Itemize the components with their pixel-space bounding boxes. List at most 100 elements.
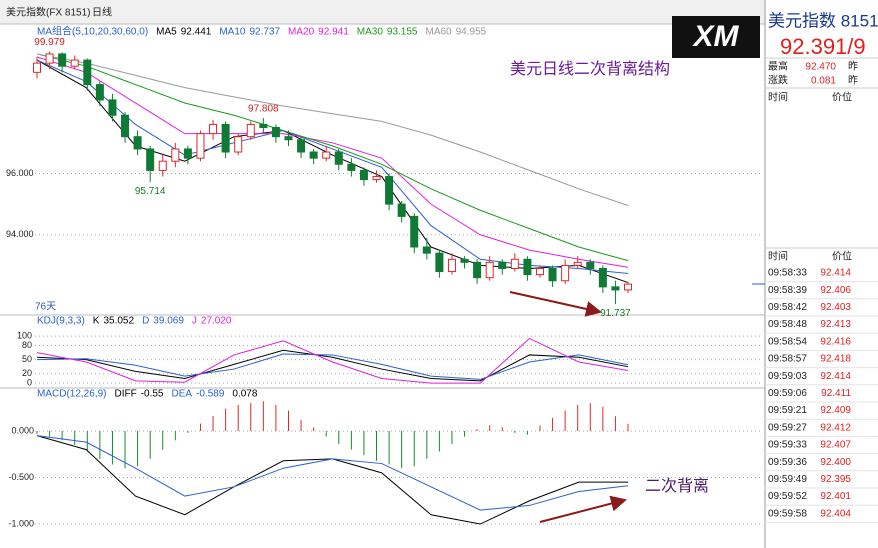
y-tick-label: 94.000: [6, 229, 34, 239]
indicator-line: [36, 353, 629, 380]
candle-body: [435, 252, 444, 273]
y-tick-label: 80: [22, 340, 32, 350]
tick-price: 92.401: [820, 491, 851, 502]
y-tick-label: 0.000: [11, 425, 34, 435]
tick-time: 09:59:03: [768, 371, 807, 382]
candle-body: [586, 261, 595, 269]
candle-body: [58, 53, 67, 67]
tick-time: 09:59:21: [768, 405, 807, 416]
tick-time: 09:59:58: [768, 508, 807, 519]
candle-body: [611, 286, 620, 291]
extreme-label: 95.714: [135, 186, 166, 197]
legend-text: DIFF: [114, 389, 136, 400]
candle-body: [410, 215, 419, 248]
legend-text: 39.069: [153, 316, 184, 327]
indicator-line: [36, 435, 629, 511]
indicator-line: [36, 53, 629, 206]
side-price: 92.391/9: [780, 34, 866, 59]
candle-body: [359, 169, 368, 181]
logo: XM: [692, 20, 740, 53]
tick-time: 09:59:49: [768, 474, 807, 485]
extreme-label: 91.737: [600, 308, 631, 319]
candle-body: [535, 267, 544, 276]
candle-body: [246, 123, 255, 138]
candle-body: [95, 84, 104, 101]
legend-text: J: [192, 316, 197, 327]
candle-body: [561, 264, 570, 282]
tick-price: 92.413: [820, 319, 851, 330]
candle-body: [397, 203, 406, 217]
candle-body: [259, 123, 268, 128]
tick-price: 92.400: [820, 457, 851, 468]
tick-price: 92.416: [820, 336, 851, 347]
indicator-line: [36, 59, 629, 284]
tick-time: 09:59:06: [768, 388, 807, 399]
candle-body: [121, 114, 130, 138]
note: 76天: [35, 302, 56, 313]
stat-label: 昨: [848, 75, 858, 87]
candle-body: [624, 283, 632, 291]
indicator-line: [36, 53, 629, 262]
tick-time: 09:59:33: [768, 440, 807, 451]
y-tick-label: -0.500: [8, 472, 34, 482]
legend-text: 92.441: [181, 27, 212, 38]
stat-value: 0.081: [811, 76, 836, 87]
legend-text: 35.052: [103, 316, 134, 327]
tick-time: 09:58:57: [768, 354, 807, 365]
candle-body: [598, 267, 607, 288]
period[interactable]: 日线: [92, 6, 112, 19]
header: 时间: [768, 91, 788, 104]
candle-body: [473, 261, 482, 279]
candle-body: [548, 267, 557, 282]
candle-body: [45, 53, 54, 64]
candle-body: [372, 176, 381, 181]
candle-body: [460, 258, 469, 263]
indicator-line: [36, 349, 629, 382]
tick-time: 09:59:52: [768, 491, 807, 502]
tick-price: 92.411: [821, 388, 851, 399]
legend-text: MA20: [288, 27, 315, 38]
candle-body: [221, 123, 230, 153]
legend-text: -0.55: [141, 389, 164, 400]
y-tick-label: -1.000: [8, 518, 34, 528]
y-tick-label: 50: [22, 354, 32, 364]
legend-text: KDJ(9,3,3): [37, 316, 85, 327]
toolbar: [0, 0, 765, 24]
candle-body: [271, 126, 280, 138]
arrow: [509, 291, 602, 317]
candle-body: [146, 148, 155, 171]
tick-price: 92.409: [820, 405, 851, 416]
tick-price: 92.407: [820, 440, 851, 451]
indicator-line: [36, 56, 629, 268]
header: 时间: [768, 250, 788, 263]
stat-value: 92.470: [805, 62, 836, 73]
extreme-label: 99.979: [34, 37, 65, 48]
indicator-line: [36, 59, 629, 274]
candle-body: [183, 148, 192, 159]
candle-body: [133, 136, 142, 150]
candle-body: [510, 258, 519, 269]
stat-label: 涨跌: [768, 74, 788, 87]
legend-text: MA10: [219, 27, 246, 38]
header: 价位: [832, 250, 852, 263]
legend-text: 92.941: [318, 27, 349, 38]
tick-price: 92.406: [820, 285, 851, 296]
candle-body: [297, 139, 306, 153]
candle-body: [322, 151, 331, 159]
legend-text: MA5: [156, 27, 177, 38]
logo-box: [672, 16, 760, 58]
candle-body: [196, 133, 205, 159]
tick-time: 09:59:27: [768, 422, 807, 433]
candle-body: [284, 136, 293, 141]
symbol[interactable]: 美元指数(FX 8151): [6, 6, 90, 19]
header: 价位: [832, 91, 852, 104]
tick-time: 09:58:54: [768, 336, 807, 347]
y-tick-label: 100: [17, 330, 32, 340]
candle-body: [70, 59, 79, 67]
candle-body: [309, 151, 318, 159]
y-tick-label: 96.000: [6, 168, 34, 178]
legend-text: MA组合(5,10,20,30,60,0): [37, 25, 148, 38]
candle-body: [498, 261, 507, 269]
